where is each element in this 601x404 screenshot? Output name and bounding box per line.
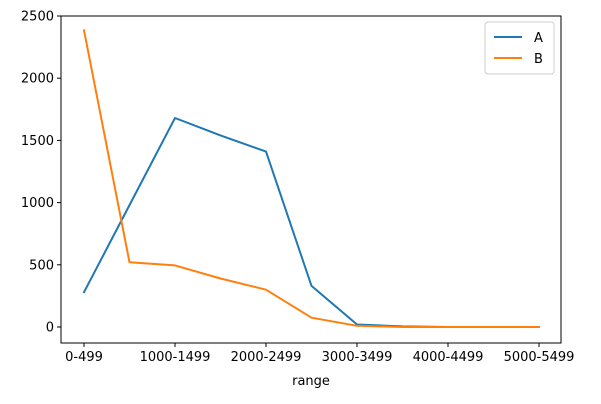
plot-area — [61, 16, 561, 343]
x-tick-label: 0-499 — [65, 350, 103, 365]
legend-label-b: B — [534, 52, 543, 67]
y-tick-label: 1000 — [21, 196, 54, 211]
x-tick-label: 5000-5499 — [504, 350, 575, 365]
x-axis-label: range — [292, 374, 330, 389]
x-tick-label: 1000-1499 — [140, 350, 211, 365]
series-layer — [82, 29, 540, 328]
series-line-b — [82, 29, 540, 328]
x-tick-label: 4000-4499 — [413, 350, 484, 365]
legend-box — [484, 21, 555, 75]
legend: AB — [484, 21, 555, 75]
legend-label-a: A — [534, 31, 543, 46]
y-axis-ticks: 0 500 1000 1500 2000 2500 — [21, 10, 61, 336]
x-tick-label: 2000-2499 — [231, 350, 302, 365]
y-tick-label: 2500 — [21, 10, 54, 25]
y-tick-label: 0 — [46, 321, 54, 336]
y-tick-label: 1500 — [21, 134, 54, 149]
y-tick-label: 2000 — [21, 72, 54, 87]
plot-frame — [60, 15, 562, 344]
x-tick-label: 3000-3499 — [322, 350, 393, 365]
y-tick-label: 500 — [29, 258, 54, 273]
x-axis-ticks: 0-499 1000-1499 2000-2499 3000-3499 4000-449… — [65, 343, 574, 365]
